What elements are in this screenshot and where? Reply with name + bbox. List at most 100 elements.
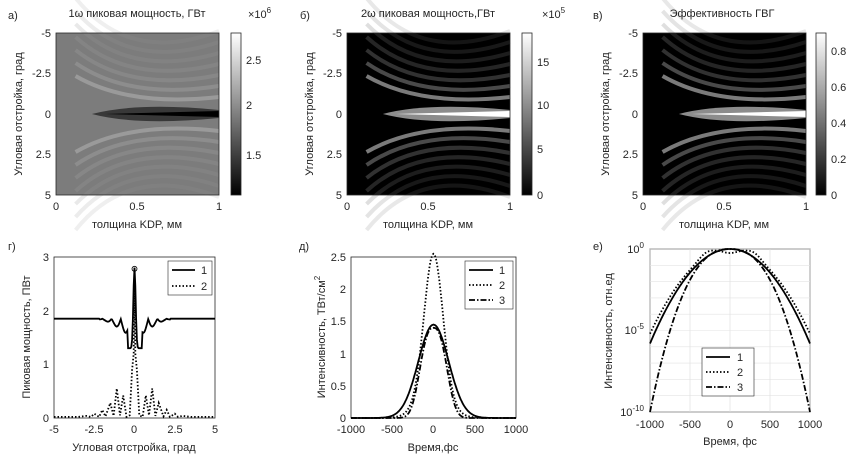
panel-b-cbar-tick: 10 xyxy=(537,100,549,112)
panel-a-colorbar xyxy=(230,32,242,196)
panel-a-fringe xyxy=(74,126,220,154)
panel-f-xtick: -500 xyxy=(679,419,701,431)
panel-c-yticks: -5 -2.5 0 2.5 5 xyxy=(619,28,638,202)
panel-c-cbar-tick: 0.4 xyxy=(831,118,846,130)
panel-c-fringe xyxy=(661,22,807,64)
panel-e-ytick: 1.5 xyxy=(331,316,346,328)
panel-a-frame xyxy=(55,32,220,196)
panel-c-xtick: 0.5 xyxy=(716,201,731,213)
panel-a-colorbar-exponent: ×106 xyxy=(248,6,272,21)
panel-a-ytick: 2.5 xyxy=(36,149,51,161)
panel-b-fringe xyxy=(365,22,511,64)
panel-f-xtick: 500 xyxy=(761,419,779,431)
panel-d-peak-marker xyxy=(131,265,138,272)
panel-a-xtick: 0 xyxy=(53,201,59,213)
panel-b-fringe xyxy=(365,74,511,102)
panel-f-ytick: 100 xyxy=(627,241,644,256)
panel-b-beam xyxy=(395,111,510,117)
panel-c-fringe xyxy=(661,126,807,154)
panel-a-ytick: -5 xyxy=(41,28,51,40)
panel-c-ytick: 5 xyxy=(632,190,638,202)
panel-c-title: Эффективность ГВГ xyxy=(670,8,775,20)
panel-e-ytick: 0.5 xyxy=(331,381,346,393)
panel-a-ytick: -2.5 xyxy=(32,68,51,80)
panel-a-ytick: 5 xyxy=(45,190,51,202)
panel-a-colorbar-ticks: 1.5 2 2.5 xyxy=(246,55,261,162)
panel-f-xtick: 1000 xyxy=(798,419,822,431)
panel-b-colorbar-exponent: ×105 xyxy=(542,6,566,21)
panel-d-xtick: 0 xyxy=(131,424,137,436)
panel-a-fringe xyxy=(74,48,220,83)
panel-e-ylabel: Интенсивность, ТВт/см2 xyxy=(313,275,328,398)
panel-b-xlabel: толщина KDP, мм xyxy=(383,219,473,231)
panel-a-ylabel: Угловая отстройка, град xyxy=(13,52,25,176)
panel-a-xtick: 1 xyxy=(216,201,222,213)
panel-d-ytick: 2 xyxy=(43,306,49,318)
panel-a-xtick: 0.5 xyxy=(129,201,144,213)
panel-e-xtick: 1000 xyxy=(504,424,528,436)
panel-f-ylabel: Интенсивность, отн.ед xyxy=(603,273,615,389)
panel-a-label: а) xyxy=(8,10,18,22)
panel-e-ytick: 2.5 xyxy=(331,252,346,264)
panel-c-frame xyxy=(642,32,807,196)
panel-d-series-1 xyxy=(54,267,215,350)
panel-a-cbar-tick: 2 xyxy=(246,100,252,112)
panel-b-fringe xyxy=(365,48,511,83)
panel-b-fringe xyxy=(365,164,511,206)
panel-c-fringe xyxy=(661,155,807,193)
panel-c-fringe xyxy=(661,9,807,54)
panel-b-fringe xyxy=(365,155,511,193)
panel-e-legend-label-1: 1 xyxy=(499,265,505,277)
panel-b-xtick: 0 xyxy=(344,201,350,213)
panel-e-curves xyxy=(351,252,516,419)
panel-b-ytick: -2.5 xyxy=(323,68,342,80)
panel-e-xtick: 500 xyxy=(466,424,484,436)
panel-d-curves xyxy=(54,265,215,419)
panel-a: а) 1ω пиковая мощность, ГВт -5 -2.5 0 2.… xyxy=(8,0,272,232)
panel-b-fringes xyxy=(365,0,511,232)
panel-c-colorbar xyxy=(815,32,827,196)
panel-f-legend: 1 2 3 xyxy=(701,347,755,397)
panel-b-fringe xyxy=(365,136,511,167)
panel-a-fringe xyxy=(74,0,220,45)
panel-e-xticks: -1000 -500 0 500 1000 xyxy=(337,424,528,436)
panel-f: е) 10-10 10-5 100 -1000 -500 0 500 1000 … xyxy=(593,241,822,448)
panel-a-yticks: -5 -2.5 0 2.5 5 xyxy=(32,28,51,202)
panel-b: б) 2ω пиковая мощность,ГВт -5 -2.5 0 2.5… xyxy=(300,0,566,232)
panel-d-xlabel: Угловая отстройка, град xyxy=(72,442,196,454)
panel-e-series-3 xyxy=(351,326,516,419)
panel-d-legend-label-2: 2 xyxy=(201,281,207,293)
panel-b-cbar-tick: 15 xyxy=(537,57,549,69)
panel-c-cbar-tick: 0.2 xyxy=(831,154,846,166)
panel-d-legend-box xyxy=(167,260,213,296)
panel-b-ytick: 0 xyxy=(336,109,342,121)
panel-e: д) 0 0.5 1 1.5 2 2.5 -1000 -500 0 500 10… xyxy=(299,241,528,454)
panel-a-cbar-tick: 1.5 xyxy=(246,150,261,162)
panel-b-colorbar xyxy=(521,32,533,196)
panel-b-fringe xyxy=(365,174,511,219)
panel-c-ytick: 2.5 xyxy=(623,149,638,161)
panel-f-legend-label-2: 2 xyxy=(737,367,743,379)
panel-a-beam xyxy=(104,111,219,117)
panel-d-ylabel: Пиковая мощность, ПВт xyxy=(21,275,33,398)
panel-a-fringe xyxy=(74,155,220,193)
panel-c: в) Эффективность ГВГ -5 -2.5 0 2.5 5 0 0… xyxy=(593,0,846,232)
panel-d-xtick: -5 xyxy=(49,424,59,436)
panel-b-fringe xyxy=(365,126,511,154)
panel-b-frame xyxy=(346,32,511,196)
panel-b-xtick: 1 xyxy=(507,201,513,213)
panel-c-fringe xyxy=(661,174,807,219)
panel-f-xtick: 0 xyxy=(727,419,733,431)
panel-c-fringe xyxy=(661,145,807,180)
panel-c-xtick: 1 xyxy=(803,201,809,213)
panel-b-ytick: 5 xyxy=(336,190,342,202)
panel-e-xlabel: Время,фс xyxy=(408,442,459,454)
panel-a-fringe xyxy=(74,61,220,92)
panel-b-fringe xyxy=(365,145,511,180)
panel-b-fringe xyxy=(365,35,511,73)
panel-c-ytick: 0 xyxy=(632,109,638,121)
panel-a-fringe xyxy=(74,35,220,73)
panel-b-ytick: -5 xyxy=(332,28,342,40)
panel-f-curves xyxy=(649,248,811,413)
